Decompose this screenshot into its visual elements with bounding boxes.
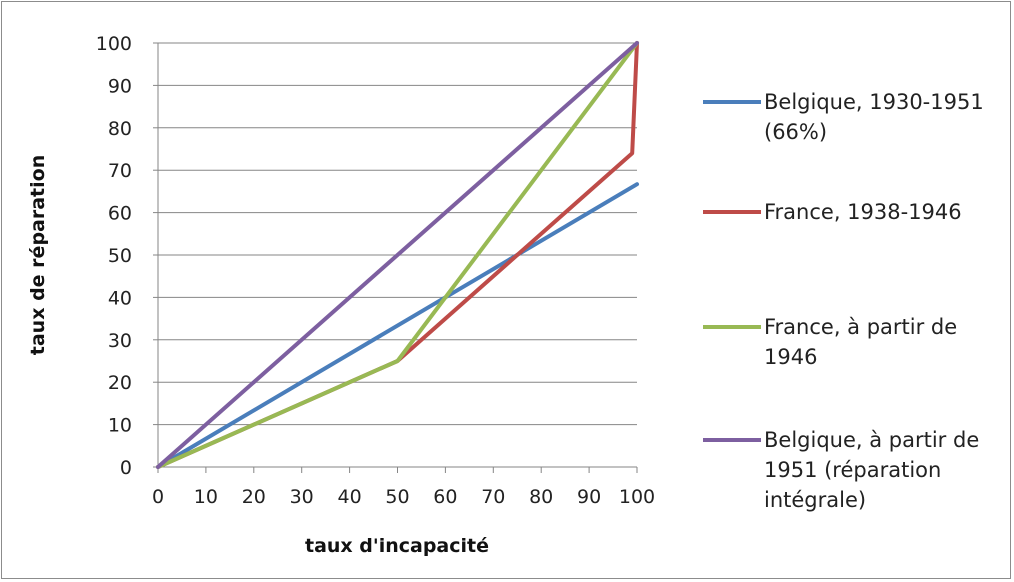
y-tick-label: 20 (108, 372, 132, 394)
x-tick-label: 40 (338, 486, 362, 508)
y-tick-label: 40 (108, 287, 132, 309)
axes: 0 10 20 30 40 50 60 70 80 90 100 0 10 20 30 40 50 60 70 80 9… (96, 33, 655, 508)
legend-label-4: Belgique, à partir de (764, 428, 979, 452)
series-line-4 (156, 41, 639, 469)
x-tick-label: 80 (529, 486, 553, 508)
x-tick-label: 60 (433, 486, 457, 508)
legend-label-2: France, 1938-1946 (764, 200, 962, 224)
legend-label-1: Belgique, 1930-1951 (764, 90, 984, 114)
legend-label-3: France, à partir de (764, 315, 957, 339)
y-tick-label: 0 (120, 457, 132, 479)
x-tick-label: 70 (481, 486, 505, 508)
legend-label-3: 1946 (764, 345, 817, 369)
x-tick-label: 30 (290, 486, 314, 508)
y-tick-label: 60 (108, 203, 132, 225)
y-tick-label: 50 (108, 245, 132, 267)
x-tick-label: 20 (242, 486, 266, 508)
gridlines (158, 42, 637, 426)
y-tick-label: 10 (108, 415, 132, 437)
y-tick-label: 90 (108, 75, 132, 97)
x-tick-label: 50 (385, 486, 409, 508)
legend-label-4: intégrale) (764, 488, 866, 512)
legend: Belgique, 1930-1951 (66%) France, 1938-194… (703, 90, 984, 512)
x-tick-label: 10 (194, 486, 218, 508)
y-tick-label: 100 (96, 33, 132, 55)
y-tick-label: 70 (108, 160, 132, 182)
series-line-3 (156, 41, 639, 469)
y-tick-label: 80 (108, 118, 132, 140)
y-tick-label: 30 (108, 330, 132, 352)
x-tick-label: 90 (577, 486, 601, 508)
x-tick-label: 100 (619, 486, 655, 508)
x-axis-title: taux d'incapacité (305, 535, 489, 557)
legend-label-1: (66%) (764, 120, 827, 144)
x-tick-label: 0 (152, 486, 164, 508)
y-axis-title: taux de réparation (27, 155, 49, 355)
series-lines (156, 41, 639, 469)
legend-label-4: 1951 (réparation (764, 458, 941, 482)
series-line-1 (156, 182, 639, 469)
